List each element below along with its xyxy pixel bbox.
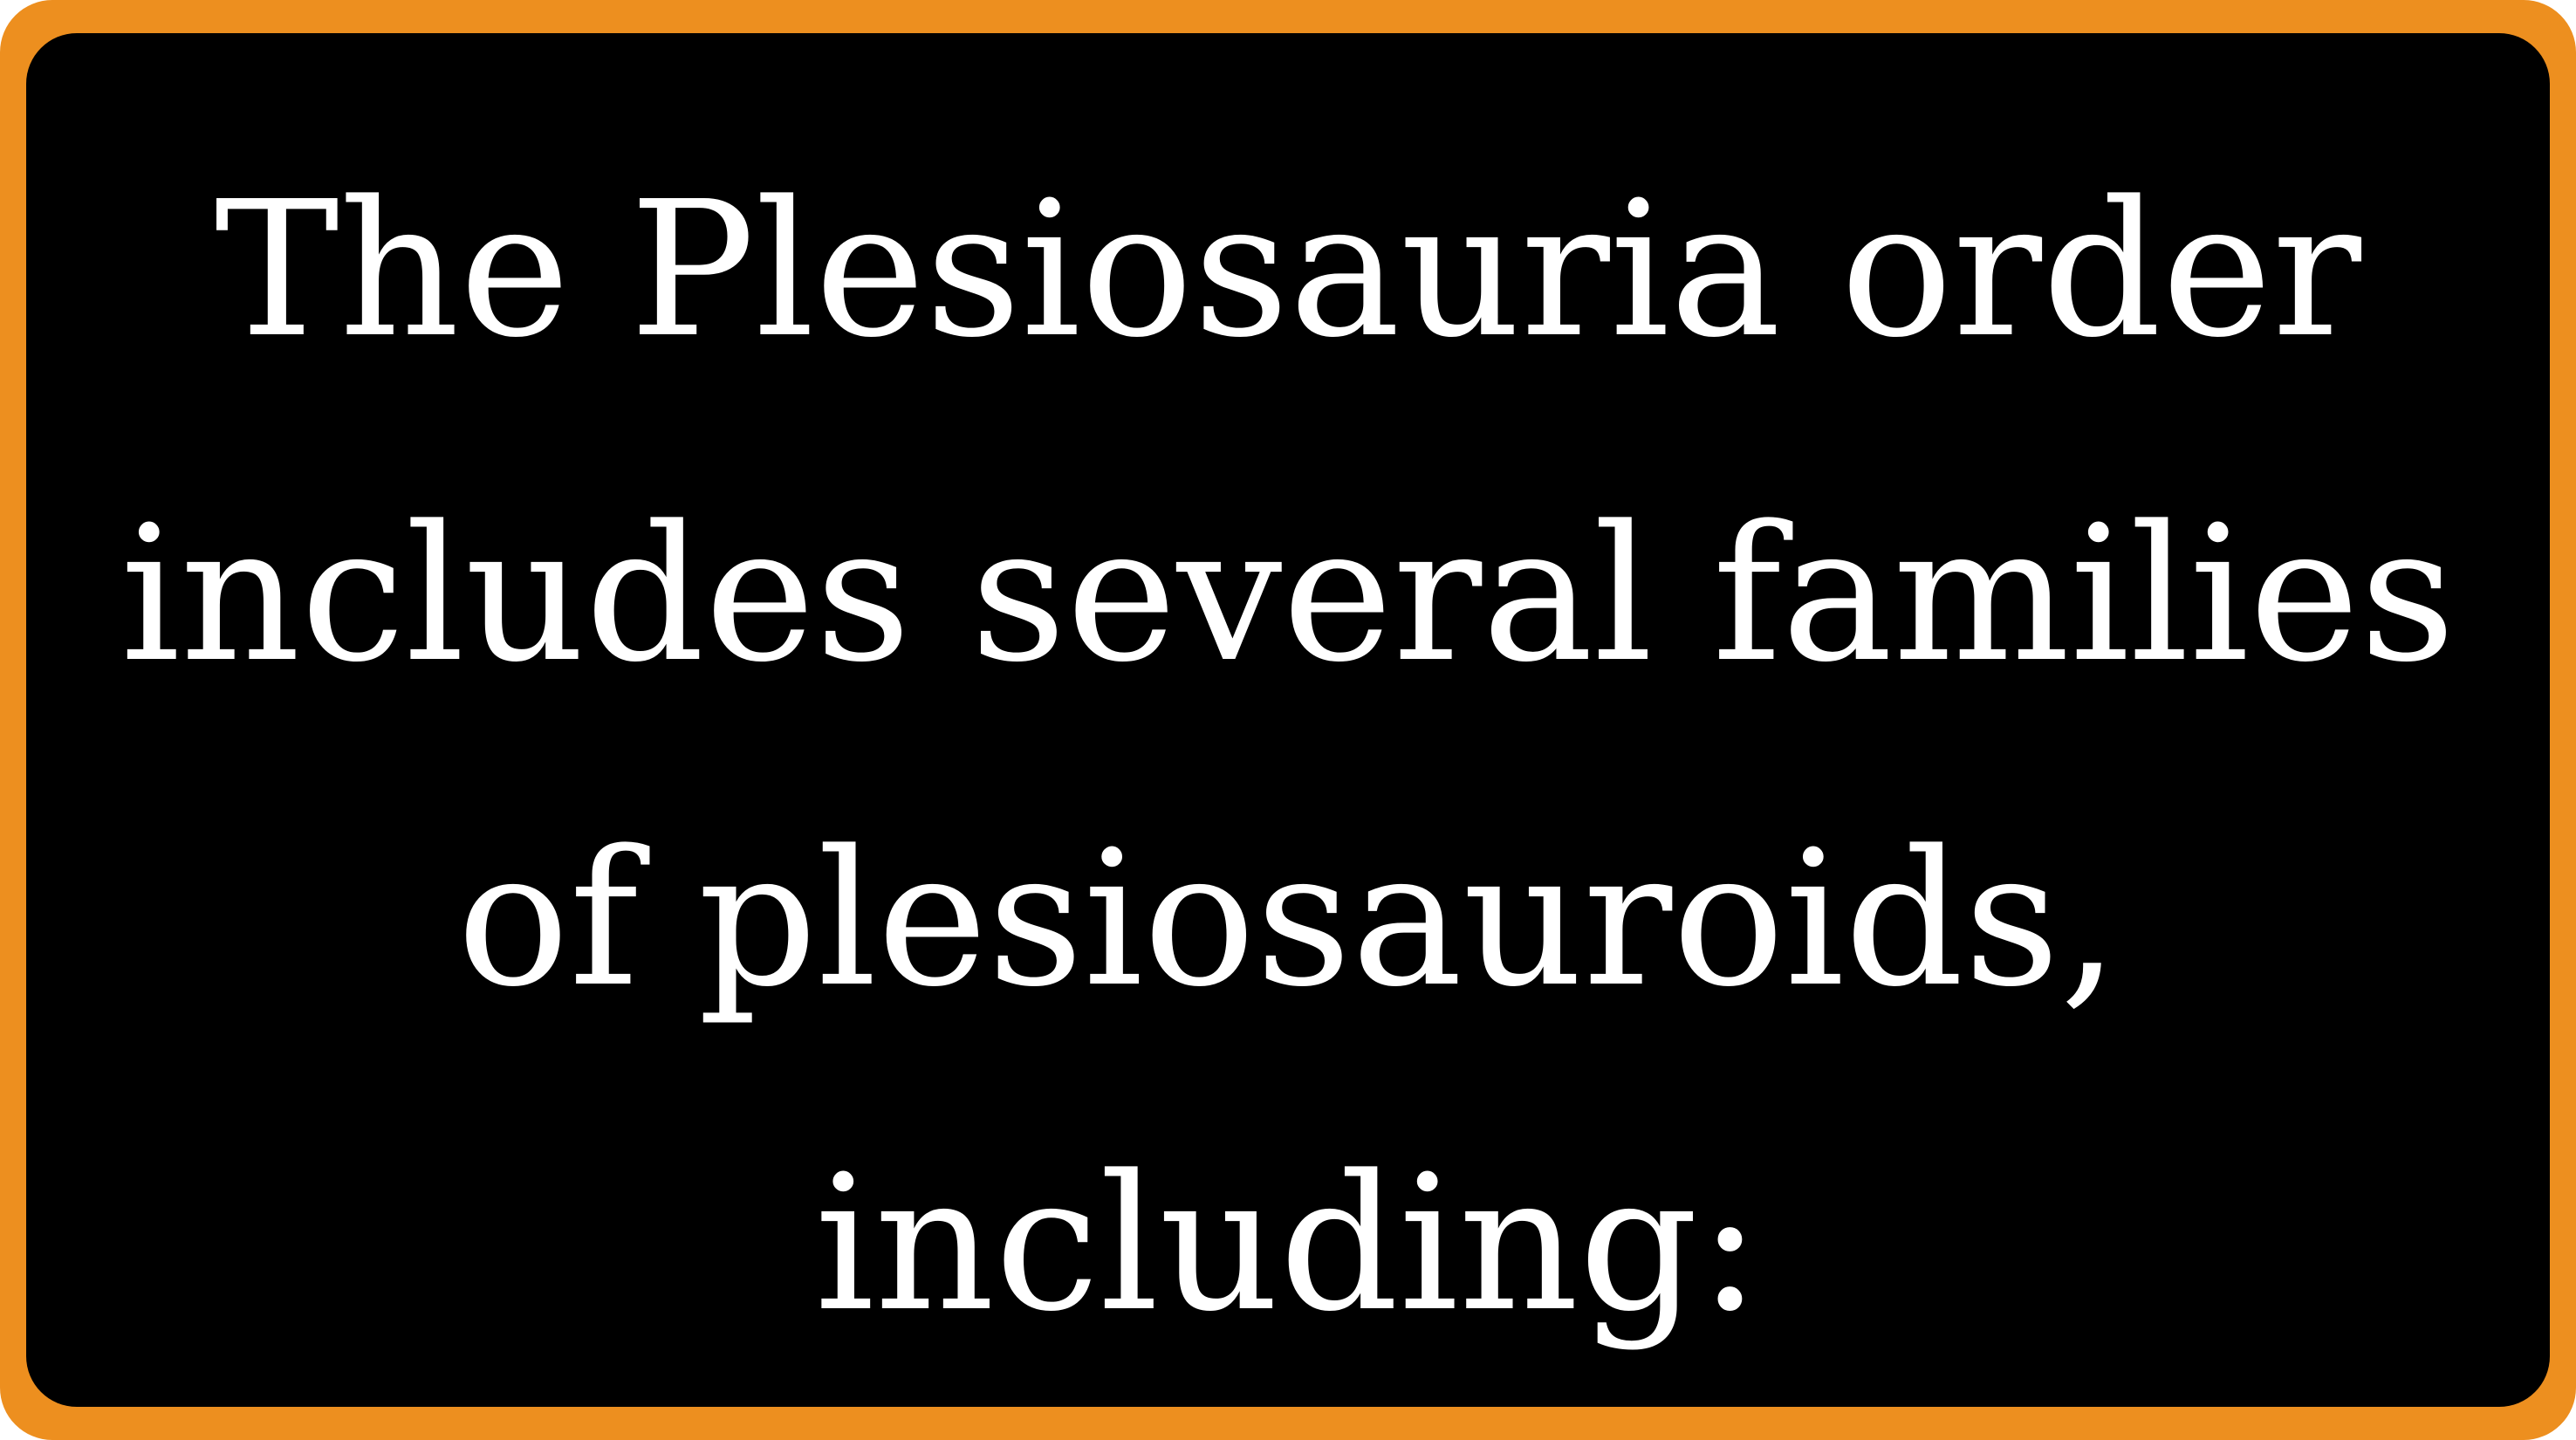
text-line-1: The Plesiosauria order — [214, 161, 2362, 379]
card-panel: The Plesiosauria order includes several … — [26, 33, 2550, 1407]
text-line-4: including: — [814, 1135, 1762, 1353]
text-line-3: of plesiosauroids, — [456, 811, 2120, 1028]
text-line-2: includes several families — [120, 486, 2456, 703]
card-text: The Plesiosauria order includes several … — [26, 108, 2550, 1407]
